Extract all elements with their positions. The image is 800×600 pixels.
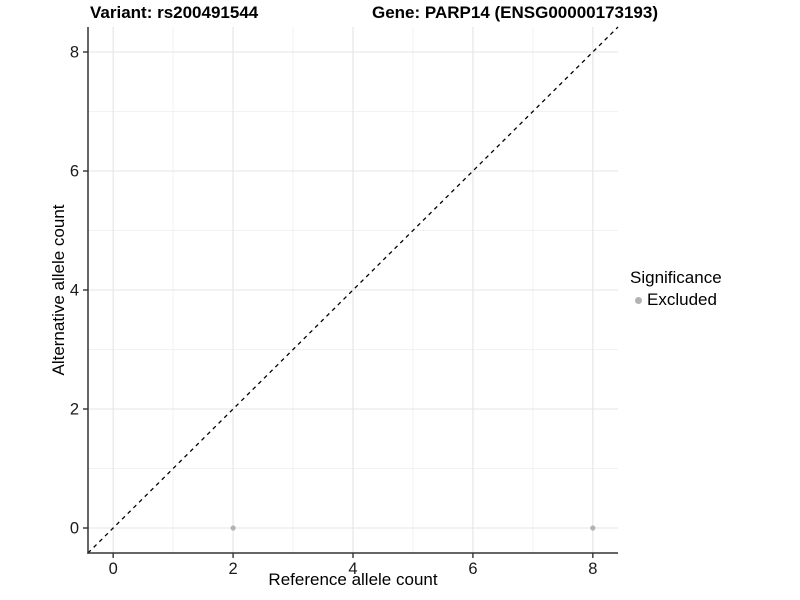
major-gridlines xyxy=(88,27,618,553)
x-axis-title: Reference allele count xyxy=(268,570,438,589)
data-point xyxy=(590,525,596,531)
y-tick-labels: 0 2 4 6 8 xyxy=(70,43,79,537)
legend-title: Significance xyxy=(630,268,722,287)
plot-title-variant: Variant: rs200491544 xyxy=(90,3,259,22)
x-tick-label: 0 xyxy=(109,560,118,578)
legend-item-label: Excluded xyxy=(647,290,717,309)
tick-marks xyxy=(83,51,594,558)
legend: Significance Excluded xyxy=(630,268,722,310)
y-tick-label: 0 xyxy=(70,520,79,538)
y-tick-label: 6 xyxy=(70,162,79,180)
legend-item-excluded: Excluded xyxy=(630,290,722,310)
legend-point-swatch-icon xyxy=(635,296,642,304)
x-tick-label: 8 xyxy=(588,560,597,578)
y-tick-label: 4 xyxy=(70,282,79,300)
x-tick-label: 2 xyxy=(228,560,237,578)
x-tick-label: 4 xyxy=(348,560,357,578)
y-tick-label: 2 xyxy=(70,401,79,419)
x-tick-labels: 0 2 4 6 8 xyxy=(109,560,598,578)
data-point xyxy=(230,525,236,531)
y-axis-title: Alternative allele count xyxy=(49,204,68,376)
plot-title-gene: Gene: PARP14 (ENSG00000173193) xyxy=(372,3,659,22)
x-tick-label: 6 xyxy=(468,560,477,578)
y-tick-label: 8 xyxy=(70,43,79,61)
data-points xyxy=(230,525,596,531)
